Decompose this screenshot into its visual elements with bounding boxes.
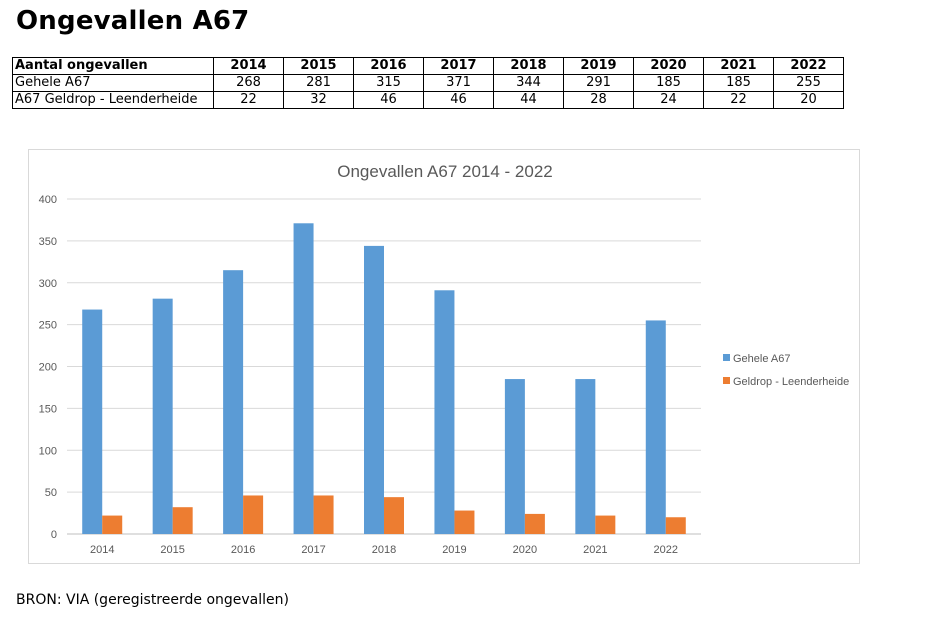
bar-gehele-a67-2017 xyxy=(293,223,314,534)
table-header-year: 2020 xyxy=(633,57,704,75)
table-header-year: 2022 xyxy=(773,57,844,75)
x-tick-label: 2015 xyxy=(160,544,184,556)
x-tick-label: 2016 xyxy=(231,544,255,556)
bar-gehele-a67-2022 xyxy=(645,320,666,534)
legend-swatch xyxy=(723,354,730,361)
y-tick-label: 200 xyxy=(39,362,57,374)
table-header-label: Aantal ongevallen xyxy=(12,57,214,75)
x-tick-label: 2020 xyxy=(513,544,537,556)
bar-gehele-a67-2018 xyxy=(364,245,384,534)
table-cell: 281 xyxy=(283,74,354,92)
chart-area: Ongevallen A67 2014 - 2022 0 50 100 150 200 2… xyxy=(28,149,860,564)
bar-geldrop-leenderheide-2015 xyxy=(172,507,193,534)
table-cell: 28 xyxy=(563,91,634,109)
y-tick-label: 250 xyxy=(39,320,57,332)
table-cell: 315 xyxy=(353,74,424,92)
table-cell: 46 xyxy=(353,91,424,109)
table-cell: 22 xyxy=(213,91,284,109)
table-cell: 255 xyxy=(773,74,844,92)
table-cell: 344 xyxy=(493,74,564,92)
y-tick-label: 50 xyxy=(45,487,57,499)
y-axis-ticks: 0 50 100 150 200 250 300 350 400 xyxy=(39,194,57,541)
row-label: A67 Geldrop - Leenderheide xyxy=(12,91,214,109)
table-cell: 20 xyxy=(773,91,844,109)
table-cell: 22 xyxy=(703,91,774,109)
bar-geldrop-leenderheide-2021 xyxy=(595,515,616,534)
table-cell: 185 xyxy=(633,74,704,92)
bar-gehele-a67-2016 xyxy=(223,270,244,534)
x-tick-label: 2014 xyxy=(90,544,114,556)
accidents-table: Aantal ongevallen 2014 2015 2016 2017 20… xyxy=(12,57,844,109)
bar-gehele-a67-2015 xyxy=(152,298,173,534)
bar-geldrop-leenderheide-2020 xyxy=(524,513,545,534)
legend-swatch xyxy=(723,377,730,384)
bar-gehele-a67-2014 xyxy=(82,309,103,534)
y-tick-label: 350 xyxy=(39,236,57,248)
bar-geldrop-leenderheide-2022 xyxy=(665,517,686,534)
page-title: Ongevallen A67 xyxy=(16,6,250,36)
bar-chart: Ongevallen A67 2014 - 2022 0 50 100 150 200 2… xyxy=(39,162,850,556)
table-cell: 268 xyxy=(213,74,284,92)
table-cell: 32 xyxy=(283,91,354,109)
y-tick-label: 150 xyxy=(39,403,57,415)
bar-geldrop-leenderheide-2019 xyxy=(454,510,475,534)
table-cell: 44 xyxy=(493,91,564,109)
table-header-year: 2017 xyxy=(423,57,494,75)
table-header-year: 2018 xyxy=(493,57,564,75)
bar-geldrop-leenderheide-2014 xyxy=(102,515,123,534)
x-tick-label: 2022 xyxy=(654,544,678,556)
y-tick-label: 400 xyxy=(39,194,57,206)
table-header-year: 2019 xyxy=(563,57,634,75)
bar-geldrop-leenderheide-2017 xyxy=(313,495,334,534)
table-cell: 371 xyxy=(423,74,494,92)
y-tick-label: 0 xyxy=(51,529,57,541)
y-tick-label: 300 xyxy=(39,278,57,290)
x-tick-label: 2019 xyxy=(442,544,466,556)
x-tick-label: 2021 xyxy=(583,544,607,556)
x-axis-ticks: 2014 2015 2016 2017 2018 2019 2020 2021 2022 xyxy=(90,544,678,556)
table-cell: 24 xyxy=(633,91,704,109)
source-note: BRON: VIA (geregistreerde ongevallen) xyxy=(16,592,289,608)
legend-label: Gehele A67 xyxy=(733,353,791,365)
bars xyxy=(82,223,686,534)
table-header-row: Aantal ongevallen 2014 2015 2016 2017 20… xyxy=(12,57,844,75)
table-header-year: 2015 xyxy=(283,57,354,75)
legend-label: Geldrop - Leenderheide xyxy=(733,376,849,388)
table-row: A67 Geldrop - Leenderheide 22 32 46 46 4… xyxy=(12,91,844,109)
table-header-year: 2014 xyxy=(213,57,284,75)
bar-geldrop-leenderheide-2016 xyxy=(243,495,264,534)
chart-title: Ongevallen A67 2014 - 2022 xyxy=(337,162,553,181)
table-row: Gehele A67 268 281 315 371 344 291 185 1… xyxy=(12,74,844,92)
table-header-year: 2021 xyxy=(703,57,774,75)
bar-gehele-a67-2020 xyxy=(504,379,525,534)
row-label: Gehele A67 xyxy=(12,74,214,92)
legend: Gehele A67 Geldrop - Leenderheide xyxy=(723,353,849,388)
table-header-year: 2016 xyxy=(353,57,424,75)
x-tick-label: 2017 xyxy=(301,544,325,556)
table-cell: 185 xyxy=(703,74,774,92)
bar-gehele-a67-2019 xyxy=(434,290,455,534)
x-tick-label: 2018 xyxy=(372,544,396,556)
y-tick-label: 100 xyxy=(39,445,57,457)
bar-gehele-a67-2021 xyxy=(575,379,596,534)
bar-geldrop-leenderheide-2018 xyxy=(384,497,404,534)
table-cell: 291 xyxy=(563,74,634,92)
table-cell: 46 xyxy=(423,91,494,109)
